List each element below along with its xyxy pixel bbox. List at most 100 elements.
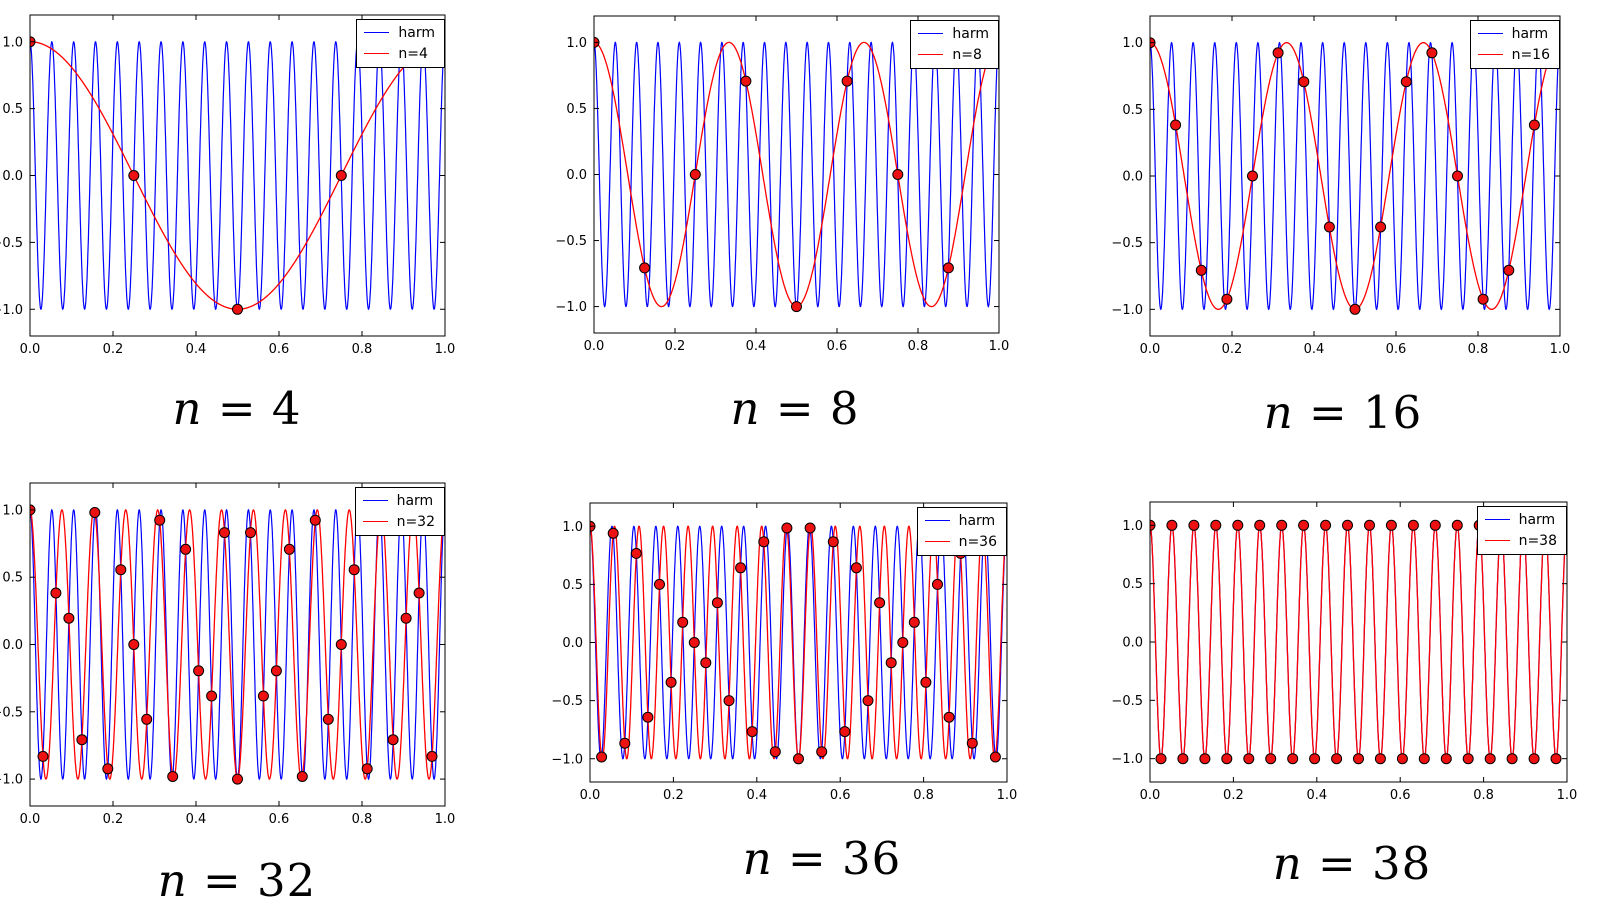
- legend-label: n=38: [1518, 532, 1557, 549]
- y-tick-label: −1.0: [0, 773, 23, 788]
- caption-value: = 36: [772, 832, 902, 885]
- plot-n8: 0.0 0.2 0.4 0.6 0.8 1.0 1.0 0.5 0.0 −0.5 −1.0 harm…: [546, 2, 1023, 367]
- legend-label: harm: [396, 492, 434, 509]
- tick-labels: 0.0 0.2 0.4 0.6 0.8 1.0 1.0 0.5 0.0 −0.5 −1.0: [0, 35, 455, 357]
- caption-value: = 32: [187, 854, 317, 907]
- plot-n16: 0.0 0.2 0.4 0.6 0.8 1.0 1.0 0.5 0.0 −0.5 −1.0 harm…: [1102, 2, 1584, 370]
- y-tick-label: 1.0: [562, 520, 583, 535]
- y-tick-label: 0.0: [2, 638, 23, 653]
- sample-point: [1155, 753, 1167, 765]
- y-tick-label: 1.0: [1122, 519, 1143, 534]
- sample-point: [1254, 519, 1266, 531]
- plot-area: [594, 36, 999, 313]
- x-tick-label: 0.0: [584, 339, 605, 354]
- x-tick-label: 0.2: [665, 339, 686, 354]
- sample-point: [862, 695, 874, 707]
- sample-point: [639, 262, 651, 274]
- y-tick-label: −1.0: [0, 303, 23, 318]
- chart-canvas-n16: 0.0 0.2 0.4 0.6 0.8 1.0 1.0 0.5 0.0 −0.5 −1.0: [1111, 15, 1570, 357]
- y-tick-label: 0.5: [2, 102, 23, 117]
- sample-point: [1221, 293, 1233, 305]
- sample-point: [1342, 519, 1353, 531]
- sample-point: [688, 637, 700, 648]
- sample-point: [1477, 293, 1489, 305]
- sample-points: [1150, 519, 1562, 765]
- x-tick-label: 0.4: [746, 788, 767, 803]
- sample-point: [642, 711, 654, 723]
- x-tick-label: 0.0: [1140, 788, 1161, 803]
- sample-point: [1309, 753, 1321, 765]
- sample-point: [793, 753, 804, 765]
- legend-entry-n38: n=38: [1484, 531, 1557, 550]
- x-tick-label: 0.4: [186, 342, 207, 357]
- y-tick-label: 1.0: [2, 35, 23, 50]
- harm-curve: [30, 40, 445, 311]
- sample-point: [1400, 76, 1412, 88]
- y-tick-label: 0.0: [562, 636, 583, 651]
- harm-line-sample: [918, 33, 944, 34]
- x-tick-label: 0.6: [1386, 342, 1407, 357]
- sample-point: [50, 587, 62, 599]
- sample-point: [850, 562, 862, 574]
- sample-point: [989, 751, 1001, 763]
- x-tick-label: 0.4: [186, 812, 207, 827]
- legend-entry-harm: harm: [924, 511, 997, 530]
- axis-ticks: [29, 483, 446, 806]
- legend-entry-harm: harm: [1484, 510, 1557, 529]
- y-tick-label: −0.5: [551, 694, 583, 709]
- harm-line-sample: [364, 32, 390, 33]
- alias-line-sample: [918, 54, 944, 55]
- x-tick-label: 0.6: [827, 339, 848, 354]
- sample-point: [908, 616, 920, 628]
- sample-point: [1503, 264, 1515, 276]
- plot-area: [1150, 37, 1560, 315]
- sample-point: [758, 536, 770, 548]
- sample-point: [245, 527, 256, 539]
- sample-point: [1364, 519, 1375, 531]
- y-tick-label: −0.5: [0, 705, 23, 720]
- alias-line-sample: [1484, 540, 1510, 541]
- sample-point: [769, 746, 781, 758]
- x-tick-label: 0.2: [663, 788, 684, 803]
- y-tick-label: 0.5: [566, 102, 587, 117]
- y-tick-label: 0.5: [2, 571, 23, 586]
- sample-point: [1221, 753, 1233, 765]
- sample-point: [400, 612, 412, 624]
- sample-point: [791, 301, 802, 313]
- sample-point: [1462, 753, 1474, 765]
- y-tick-label: 0.0: [2, 169, 23, 184]
- legend-label: harm: [1518, 511, 1556, 528]
- caption-variable: n: [157, 854, 188, 907]
- sample-point: [839, 726, 851, 738]
- sample-point: [1232, 519, 1244, 531]
- sample-point: [892, 169, 904, 180]
- sample-point: [654, 578, 665, 590]
- x-tick-label: 0.6: [269, 342, 290, 357]
- x-tick-label: 0.0: [20, 812, 41, 827]
- sample-point: [885, 657, 897, 669]
- x-tick-label: 0.6: [1390, 788, 1411, 803]
- sample-point: [426, 750, 438, 762]
- sample-point: [387, 734, 399, 746]
- sample-point: [193, 665, 205, 677]
- sample-point: [1276, 519, 1288, 531]
- caption-value: = 8: [760, 382, 860, 435]
- plot-n32: 0.0 0.2 0.4 0.6 0.8 1.0 1.0 0.5 0.0 −0.5 −1.0 harm…: [0, 469, 469, 840]
- sample-point: [1195, 264, 1207, 276]
- sample-point: [827, 536, 839, 548]
- caption-variable: n: [1263, 386, 1294, 439]
- sample-point: [1452, 170, 1463, 182]
- sample-point: [413, 587, 425, 599]
- legend-box: harm n=38: [1476, 506, 1567, 555]
- x-tick-label: 0.2: [103, 812, 124, 827]
- sample-point: [1247, 170, 1258, 182]
- sample-point: [1418, 753, 1430, 765]
- legend-label: n=4: [398, 45, 428, 62]
- x-tick-label: 1.0: [1557, 788, 1578, 803]
- y-tick-label: −0.5: [1111, 236, 1143, 251]
- x-tick-label: 1.0: [435, 812, 456, 827]
- x-tick-label: 0.4: [1306, 788, 1327, 803]
- legend-box: harm n=4: [356, 19, 445, 68]
- sample-point: [1374, 753, 1386, 765]
